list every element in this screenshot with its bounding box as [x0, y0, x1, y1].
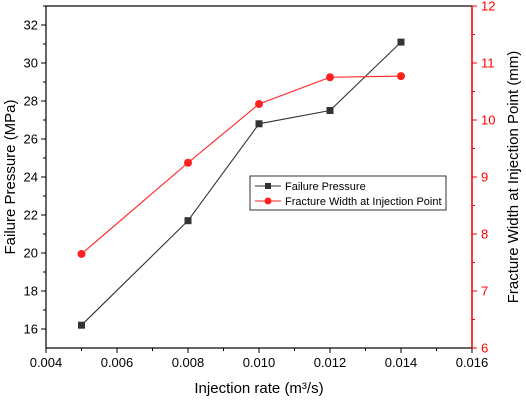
y2-tick-label: 11: [481, 56, 495, 71]
data-point-circle: [326, 73, 334, 82]
y-tick-label: 26: [24, 132, 38, 147]
x-tick-label: 0.010: [243, 355, 276, 370]
legend-label-1: Failure Pressure: [285, 181, 366, 193]
data-point-square: [255, 120, 263, 128]
y-tick-label: 16: [24, 322, 38, 337]
y-tick-label: 22: [24, 208, 38, 223]
data-point-circle: [184, 158, 192, 167]
x-tick-label: 0.006: [101, 355, 134, 370]
data-point-circle: [77, 249, 86, 258]
y2-tick-label: 7: [481, 284, 488, 299]
legend-marker-square: [265, 183, 271, 189]
data-point-square: [397, 38, 405, 46]
y-axis-right: 6 7 8 9 10 11 12: [472, 0, 495, 356]
y-tick-label: 18: [24, 284, 38, 299]
y-axis-left: 16 18 20 22 24 26 28 30 32: [24, 5, 46, 337]
data-point-circle: [397, 72, 405, 81]
x-tick-label: 0.014: [385, 355, 418, 370]
x-tick-label: 0.012: [314, 355, 347, 370]
y2-tick-label: 12: [481, 0, 495, 14]
legend-box: [249, 175, 447, 211]
x-axis: 0.004 0.006 0.008 0.010 0.012 0.014 0.016: [30, 348, 489, 370]
y-tick-label: 24: [24, 170, 38, 185]
y-tick-label: 30: [24, 56, 38, 71]
legend-label-2: Fracture Width at Injection Point: [285, 196, 442, 208]
y2-tick-label: 6: [481, 341, 488, 356]
y-tick-label: 28: [24, 94, 38, 109]
legend: Failure Pressure Fracture Width at Injec…: [249, 175, 447, 211]
x-tick-label: 0.004: [30, 355, 63, 370]
y-tick-label: 32: [24, 18, 38, 33]
data-point-square: [184, 217, 192, 225]
legend-marker-circle: [264, 197, 272, 205]
series-layer: [77, 38, 405, 329]
y-axis-right-title: Fracture Width at Injection Point (mm): [505, 51, 522, 304]
data-point-circle: [255, 100, 263, 109]
x-tick-label: 0.008: [172, 355, 205, 370]
series-line-2: [81, 75, 402, 255]
x-axis-title: Injection rate (m³/s): [194, 380, 323, 397]
data-point-square: [78, 321, 85, 329]
y2-tick-label: 10: [481, 113, 495, 128]
y2-tick-label: 8: [481, 227, 488, 242]
y-tick-label: 20: [24, 246, 38, 261]
y-axis-left-title: Failure Pressure (MPa): [2, 99, 19, 254]
x-tick-label: 0.016: [456, 355, 489, 370]
y2-tick-label: 9: [481, 170, 488, 185]
data-point-square: [326, 107, 334, 114]
